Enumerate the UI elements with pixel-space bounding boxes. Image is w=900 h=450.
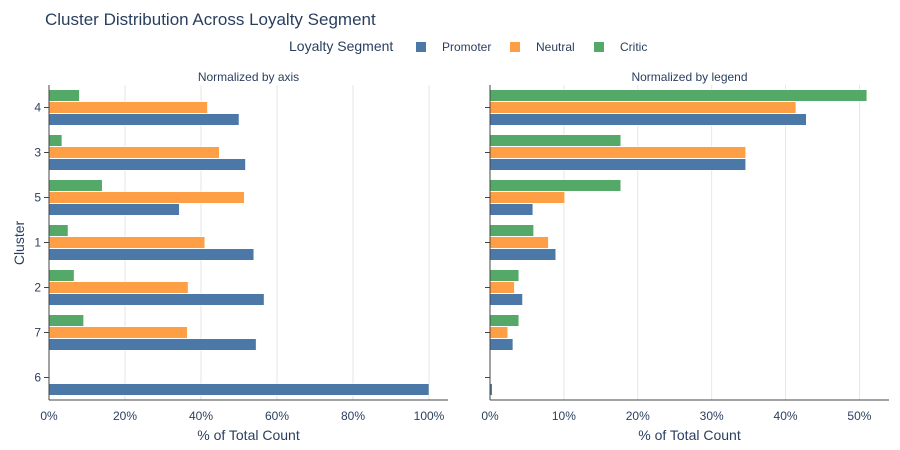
bar-critic-cluster-7-panel-2[interactable] <box>489 314 520 327</box>
legend-swatch-promoter <box>416 42 426 52</box>
panel-2-x-tick-label: 40% <box>774 409 798 423</box>
legend-title: Loyalty Segment <box>289 38 393 54</box>
legend-item-neutral[interactable]: Neutral <box>510 40 575 54</box>
y-tick-label-cluster-6: 6 <box>34 371 41 385</box>
panel-1-x-tick-label: 100% <box>414 409 445 423</box>
bar-promoter-cluster-3-panel-2[interactable] <box>489 158 746 171</box>
legend-item-promoter[interactable]: Promoter <box>416 40 491 54</box>
panel-2-x-tick-label: 50% <box>847 409 871 423</box>
panel-2-x-axis-label: % of Total Count <box>638 427 741 443</box>
panel-2: Normalized by legend 0% 10% 20% 30% 40% 50% % o… <box>481 70 889 443</box>
y-tick-label-cluster-3: 3 <box>34 146 41 160</box>
bar-promoter-cluster-4-panel-1[interactable] <box>48 113 240 126</box>
panel-2-x-tick-label: 0% <box>481 409 499 423</box>
bar-neutral-cluster-1-panel-2[interactable] <box>489 236 549 249</box>
bar-neutral-cluster-5-panel-1[interactable] <box>48 191 245 204</box>
panel-1-x-tick-label: 60% <box>265 409 289 423</box>
bar-promoter-cluster-1-panel-1[interactable] <box>48 248 255 261</box>
legend-label-promoter: Promoter <box>442 40 491 54</box>
legend-label-neutral: Neutral <box>536 40 575 54</box>
legend-swatch-neutral <box>510 42 520 52</box>
bar-critic-cluster-5-panel-1[interactable] <box>48 179 103 192</box>
bar-critic-cluster-7-panel-1[interactable] <box>48 314 84 327</box>
bar-promoter-cluster-4-panel-2[interactable] <box>489 113 807 126</box>
bar-neutral-cluster-3-panel-2[interactable] <box>489 146 746 159</box>
bar-critic-cluster-1-panel-2[interactable] <box>489 224 534 237</box>
bar-neutral-cluster-1-panel-1[interactable] <box>48 236 206 249</box>
bar-critic-cluster-3-panel-2[interactable] <box>489 134 622 147</box>
panel-2-x-tick-label: 20% <box>626 409 650 423</box>
legend[interactable]: Promoter Neutral Critic <box>416 40 647 54</box>
bar-neutral-cluster-2-panel-2[interactable] <box>489 281 515 294</box>
bar-promoter-cluster-7-panel-2[interactable] <box>489 338 514 351</box>
bar-critic-cluster-2-panel-1[interactable] <box>48 269 75 282</box>
panel-1: Normalized by axis 0% 20% 40% 60% 80% 100% 4 3 5 1… <box>34 70 448 443</box>
bar-critic-cluster-1-panel-1[interactable] <box>48 224 69 237</box>
bar-critic-cluster-4-panel-2[interactable] <box>489 89 868 102</box>
bar-promoter-cluster-2-panel-1[interactable] <box>48 293 265 306</box>
panel-2-x-tick-label: 30% <box>700 409 724 423</box>
panel-1-x-tick-label: 20% <box>113 409 137 423</box>
bar-critic-cluster-2-panel-2[interactable] <box>489 269 520 282</box>
bar-promoter-cluster-5-panel-1[interactable] <box>48 203 180 216</box>
panel-1-x-tick-label: 0% <box>40 409 58 423</box>
bar-promoter-cluster-3-panel-1[interactable] <box>48 158 246 171</box>
bar-promoter-cluster-2-panel-2[interactable] <box>489 293 523 306</box>
bar-promoter-cluster-7-panel-1[interactable] <box>48 338 257 351</box>
panel-2-subtitle: Normalized by legend <box>631 70 747 84</box>
y-axis-label: Cluster <box>11 220 27 265</box>
bar-critic-cluster-5-panel-2[interactable] <box>489 179 622 192</box>
legend-item-critic[interactable]: Critic <box>594 40 647 54</box>
y-tick-label-cluster-5: 5 <box>34 191 41 205</box>
legend-swatch-critic <box>594 42 604 52</box>
y-tick-label-cluster-7: 7 <box>34 326 41 340</box>
bar-neutral-cluster-3-panel-1[interactable] <box>48 146 220 159</box>
chart-title: Cluster Distribution Across Loyalty Segm… <box>45 10 376 29</box>
bar-promoter-cluster-6-panel-1[interactable] <box>48 383 430 396</box>
panel-1-x-tick-label: 40% <box>189 409 213 423</box>
bar-neutral-cluster-5-panel-2[interactable] <box>489 191 565 204</box>
legend-label-critic: Critic <box>620 40 647 54</box>
bar-neutral-cluster-4-panel-1[interactable] <box>48 101 208 114</box>
bar-promoter-cluster-5-panel-2[interactable] <box>489 203 534 216</box>
bar-promoter-cluster-1-panel-2[interactable] <box>489 248 557 261</box>
bar-critic-cluster-3-panel-1[interactable] <box>48 134 63 147</box>
panel-1-x-tick-label: 80% <box>341 409 365 423</box>
panel-1-x-axis-label: % of Total Count <box>197 427 300 443</box>
y-tick-label-cluster-4: 4 <box>34 101 41 115</box>
y-tick-label-cluster-1: 1 <box>34 236 41 250</box>
bar-neutral-cluster-2-panel-1[interactable] <box>48 281 189 294</box>
bar-critic-cluster-4-panel-1[interactable] <box>48 89 80 102</box>
panel-1-subtitle: Normalized by axis <box>198 70 299 84</box>
bar-neutral-cluster-4-panel-2[interactable] <box>489 101 797 114</box>
panel-2-x-tick-label: 10% <box>552 409 576 423</box>
y-tick-label-cluster-2: 2 <box>34 281 41 295</box>
bar-neutral-cluster-7-panel-2[interactable] <box>489 326 508 339</box>
bar-neutral-cluster-7-panel-1[interactable] <box>48 326 188 339</box>
